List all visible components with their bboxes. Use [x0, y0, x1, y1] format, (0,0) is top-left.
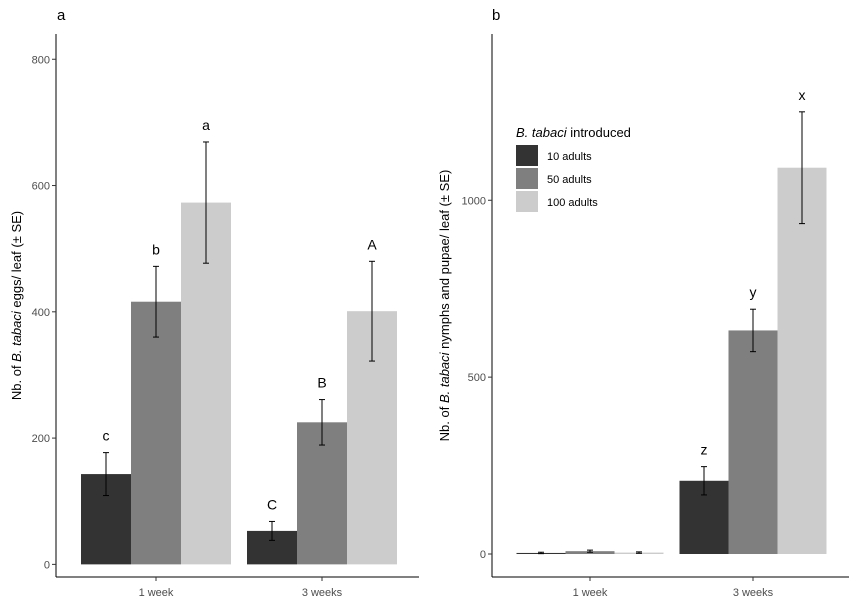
x-tick-label: 1 week	[139, 587, 174, 599]
significance-letter: C	[267, 496, 277, 512]
legend-title: B. tabaci introduced	[516, 125, 631, 140]
y-tick-label: 0	[44, 559, 50, 571]
panel-label: a	[57, 7, 66, 24]
x-tick-label: 3 weeks	[733, 587, 774, 599]
y-tick-label: 1000	[462, 195, 486, 207]
legend-label: 10 adults	[547, 151, 592, 163]
legend-title-species: B. tabaci	[516, 125, 568, 140]
bar	[131, 301, 181, 565]
significance-letter: x	[799, 87, 806, 103]
y-tick-label: 800	[32, 54, 50, 66]
chart-panel-b: b 0 500 1000 1 week 3 weeks z y x Nb. of B. tabac…	[437, 7, 849, 599]
legend: B. tabaci introduced 10 adults 50 adults 10…	[516, 125, 631, 212]
significance-letter: y	[750, 284, 757, 300]
x-tick-label: 1 week	[573, 587, 608, 599]
legend-label: 100 adults	[547, 197, 598, 209]
y-tick-label: 200	[32, 433, 50, 445]
bar	[728, 330, 778, 555]
y-axis-title: Nb. of B. tabaci nymphs and pupae/ leaf …	[437, 170, 452, 442]
y-axis-title-suffix: eggs/ leaf (± SE)	[9, 211, 24, 311]
bar	[297, 422, 347, 565]
y-tick-label: 500	[468, 372, 486, 384]
significance-letter: b	[152, 241, 160, 257]
y-axis-title-suffix: nymphs and pupae/ leaf (± SE)	[437, 170, 452, 353]
y-axis-title-species: B. tabaci	[437, 351, 452, 403]
y-axis-title: Nb. of B. tabaci eggs/ leaf (± SE)	[9, 211, 24, 400]
significance-letter: c	[103, 428, 110, 444]
significance-letter: A	[367, 236, 377, 252]
significance-letter: a	[202, 117, 210, 133]
bar	[777, 167, 827, 555]
y-axis-title-prefix: Nb. of	[437, 403, 452, 441]
legend-swatch	[516, 168, 538, 189]
y-axis-title-prefix: Nb. of	[9, 362, 24, 400]
legend-title-suffix: introduced	[567, 125, 631, 140]
y-tick-label: 0	[480, 549, 486, 561]
chart-panel-a: a 0 200 400 600 800 1 week 3 weeks c Cb Ba A Nb. of …	[9, 7, 419, 599]
significance-letter: B	[317, 375, 326, 391]
significance-letter: z	[701, 442, 708, 458]
y-axis-title-species: B. tabaci	[9, 310, 24, 362]
panel-label: b	[492, 7, 500, 24]
legend-label: 50 adults	[547, 174, 592, 186]
legend-swatch	[516, 191, 538, 212]
y-tick-label: 600	[32, 181, 50, 193]
y-tick-label: 400	[32, 307, 50, 319]
x-tick-label: 3 weeks	[302, 587, 343, 599]
legend-swatch	[516, 145, 538, 166]
